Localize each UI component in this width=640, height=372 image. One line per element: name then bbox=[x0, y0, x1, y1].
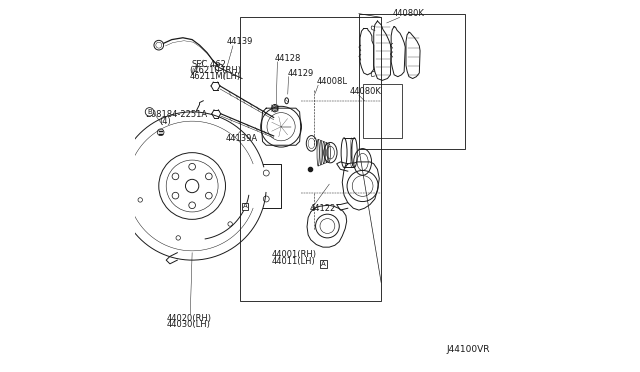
Text: 44080K: 44080K bbox=[392, 9, 424, 18]
Text: 44139A: 44139A bbox=[225, 134, 258, 143]
Bar bbox=[359, 14, 465, 149]
Text: 44122: 44122 bbox=[310, 204, 336, 213]
Text: 44011(LH): 44011(LH) bbox=[272, 257, 316, 266]
Text: 44080K: 44080K bbox=[349, 87, 381, 96]
Bar bbox=[363, 84, 401, 138]
Text: 44008L: 44008L bbox=[316, 77, 348, 86]
Text: 44129: 44129 bbox=[288, 68, 314, 77]
Text: B: B bbox=[147, 109, 152, 115]
Text: 44030(LH): 44030(LH) bbox=[166, 320, 210, 329]
Text: J44100VR: J44100VR bbox=[446, 345, 490, 354]
Text: A: A bbox=[243, 203, 248, 209]
Text: 44139: 44139 bbox=[227, 38, 253, 46]
Text: 44020(RH): 44020(RH) bbox=[166, 314, 211, 323]
Text: A: A bbox=[321, 261, 326, 267]
Text: B08184-2251A: B08184-2251A bbox=[145, 110, 207, 119]
Text: SEC.462: SEC.462 bbox=[191, 60, 226, 70]
Text: 46211M(LH): 46211M(LH) bbox=[189, 72, 241, 81]
Bar bbox=[240, 17, 381, 301]
Text: (4): (4) bbox=[159, 117, 170, 126]
Text: 44128: 44128 bbox=[275, 54, 301, 63]
Text: (46210 (RH): (46210 (RH) bbox=[189, 66, 241, 76]
Text: 44001(RH): 44001(RH) bbox=[272, 250, 317, 259]
